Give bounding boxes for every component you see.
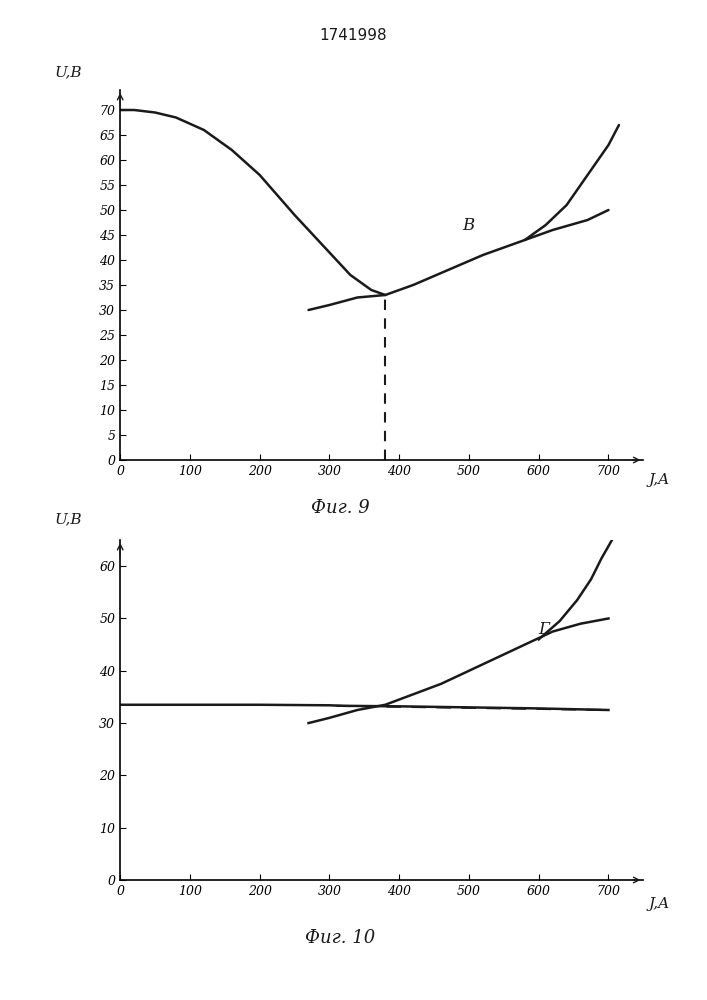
Text: J,A: J,A [648,897,670,911]
Text: В: В [462,217,474,234]
Text: U,B: U,B [54,65,82,79]
Text: 1741998: 1741998 [320,27,387,42]
Text: Г: Г [539,621,550,638]
Text: Фиг. 9: Фиг. 9 [310,499,369,517]
Text: U,B: U,B [54,512,82,526]
Text: Фиг. 10: Фиг. 10 [305,929,375,947]
Text: J,A: J,A [648,473,670,487]
